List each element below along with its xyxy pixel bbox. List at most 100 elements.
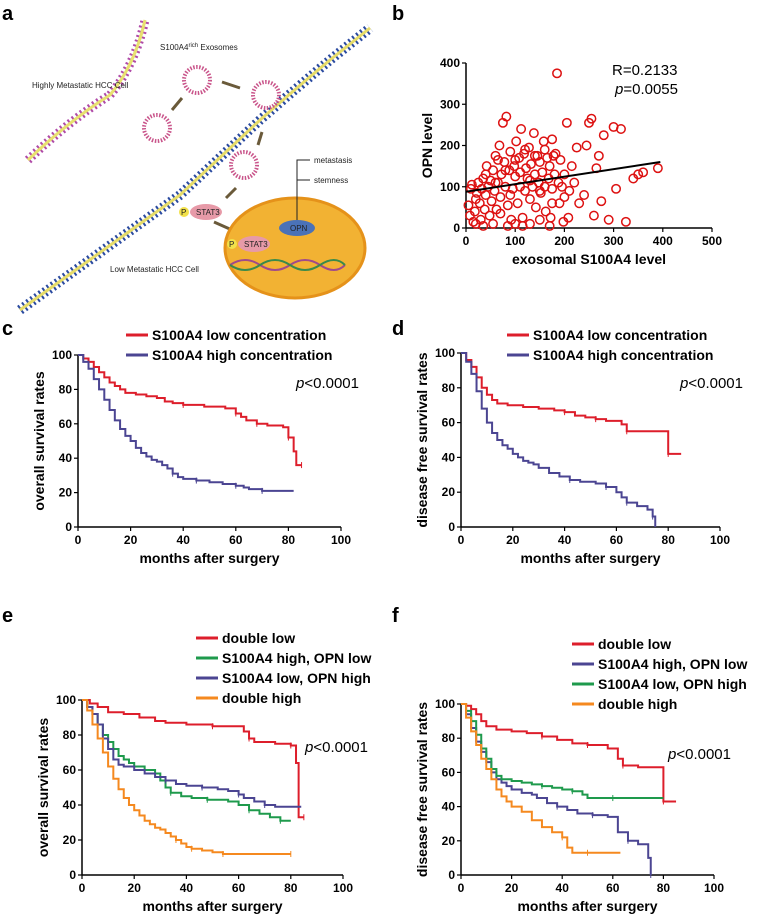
survival-plot-d: 0 20 40 60 80 100 0 20 40 60 80 100 months after sur…	[414, 327, 743, 566]
scatter-point	[571, 142, 582, 153]
scatter-point	[516, 124, 527, 134]
stat3-label-2: STAT3	[244, 240, 268, 249]
scatter-point	[544, 161, 555, 172]
survival-curve-1	[461, 352, 682, 455]
y-tick-label: 300	[440, 97, 460, 111]
scatter-point	[586, 113, 597, 124]
panel-label-c: c	[2, 318, 13, 340]
scatter-point	[555, 154, 566, 165]
panel-label-a: a	[2, 3, 14, 25]
scatter-point	[466, 179, 477, 190]
scatter-point	[463, 200, 474, 211]
scatter-point	[525, 194, 535, 205]
y-tick-label: 20	[59, 486, 73, 500]
scatter-point	[547, 134, 558, 145]
scatter-point	[534, 157, 545, 167]
x-tick-label: 60	[232, 881, 246, 895]
scatter-point	[505, 146, 516, 157]
survival-curve-4	[461, 703, 621, 854]
x-tick-label: 20	[505, 881, 519, 895]
survival-curve-3	[461, 703, 664, 800]
y-tick-label: 100	[435, 346, 455, 360]
scatter-point	[616, 124, 626, 134]
x-tick-label: 0	[463, 234, 470, 248]
scatter-point	[620, 216, 631, 227]
scatter-point	[537, 167, 548, 178]
scatter-point	[509, 161, 520, 172]
legend-label: S100A4 low, OPN high	[222, 670, 371, 686]
x-axis-label: months after surgery	[139, 550, 279, 566]
legend-label: double high	[598, 696, 677, 712]
legend-label: S100A4 high concentration	[152, 347, 332, 363]
scatter-point	[633, 169, 644, 180]
legend-label: S100A4 high, OPN low	[598, 656, 747, 672]
y-tick-label: 60	[63, 763, 77, 777]
scatter-point	[495, 208, 506, 219]
scatter-point	[598, 130, 609, 141]
scatter-point	[494, 140, 505, 151]
scatter-point	[559, 169, 570, 180]
scatter-point	[511, 136, 522, 147]
p-value-label: p<0.0001	[667, 746, 731, 763]
x-axis-label: months after surgery	[517, 898, 657, 914]
legend-label: double low	[222, 630, 295, 646]
scatter-point	[581, 140, 592, 151]
p-label-1: P	[181, 208, 186, 217]
scatter-point	[479, 204, 490, 215]
p-badge-1	[179, 207, 189, 217]
y-tick-label: 100	[52, 348, 72, 362]
legend-label: double high	[222, 690, 301, 706]
scatter-point	[556, 181, 567, 192]
x-tick-label: 100	[704, 881, 724, 895]
scatter-point	[528, 128, 539, 139]
scatter-point	[501, 111, 512, 122]
arrow-1	[170, 97, 184, 111]
arrow-2	[221, 80, 241, 90]
exosome-3	[251, 80, 281, 110]
high-cell-label: Highly Metastatic HCC Cell	[32, 81, 129, 90]
opn-protein	[279, 220, 315, 236]
survival-plot-f: 0 20 40 60 80 100 0 20 40 60 80 100 months after sur…	[414, 636, 747, 914]
scatter-point	[469, 206, 480, 217]
y-tick-label: 100	[56, 693, 76, 707]
scatter-point	[611, 183, 622, 194]
scatter-point	[517, 212, 528, 223]
y-axis-label: disease free survival rates	[414, 702, 430, 877]
y-axis-label: OPN level	[419, 113, 435, 178]
scatter-point	[484, 210, 495, 221]
y-tick-label: 60	[442, 416, 456, 430]
panel-label-f: f	[392, 605, 399, 627]
x-tick-label: 60	[610, 533, 624, 547]
stat3-cytoplasm	[190, 204, 222, 220]
survival-plot-c: 0 20 40 60 80 100 0 20 40 60 80 100 months after sur…	[31, 327, 359, 566]
scatter-point	[525, 218, 535, 229]
high-cell-membrane-inner	[26, 19, 147, 162]
dna-helix-2	[229, 259, 346, 271]
scatter-point	[488, 165, 499, 176]
scatter-point	[539, 144, 550, 155]
x-tick-label: 20	[506, 533, 520, 547]
scatter-point	[488, 218, 499, 229]
scatter-point	[500, 165, 511, 176]
scatter-point	[510, 154, 521, 165]
scatter-point	[534, 185, 545, 196]
legend-label: double low	[598, 636, 671, 652]
x-tick-label: 100	[333, 881, 353, 895]
scatter-point	[566, 161, 577, 172]
scatter-point	[638, 167, 649, 178]
y-tick-label: 100	[435, 697, 455, 711]
metastasis-label: metastasis	[314, 156, 352, 165]
survival-curve-2	[78, 354, 294, 492]
low-cell-membrane-inner	[19, 26, 371, 312]
exosome-schematic: Highly Metastatic HCC Cell S100A4rich Ex…	[17, 19, 374, 315]
scatter-point	[529, 150, 540, 161]
x-axis-label: months after surgery	[142, 898, 282, 914]
p-value-label: p<0.0001	[679, 375, 743, 392]
p-label-2: P	[229, 240, 234, 249]
panel-label-d: d	[392, 318, 404, 340]
x-tick-label: 0	[75, 533, 82, 547]
y-tick-label: 40	[59, 451, 73, 465]
scatter-point	[474, 198, 485, 209]
arrow-3	[256, 131, 264, 146]
p-value-label: p=0.0055	[614, 81, 678, 98]
